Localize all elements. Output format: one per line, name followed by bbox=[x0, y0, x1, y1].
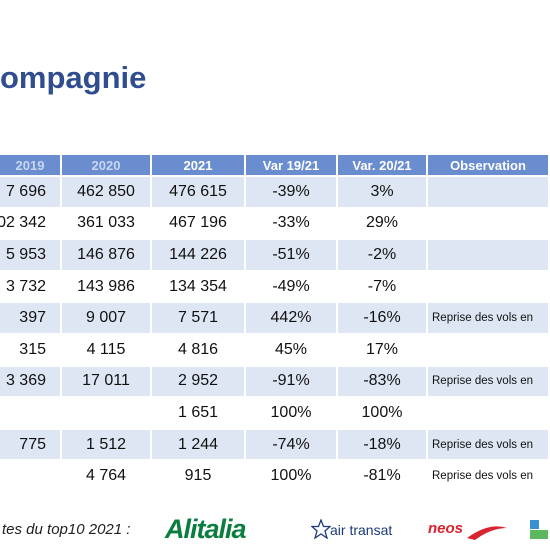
star-icon bbox=[311, 519, 331, 539]
table-cell: 7 696 bbox=[0, 177, 62, 209]
table-cell: 4 764 bbox=[62, 461, 152, 493]
table-cell bbox=[0, 461, 62, 493]
table-cell: 100% bbox=[246, 461, 338, 493]
table-cell: Reprise des vols en bbox=[428, 303, 550, 335]
table-cell: 462 850 bbox=[62, 177, 152, 209]
table-cell: -51% bbox=[246, 240, 338, 272]
table-cell: -39% bbox=[246, 177, 338, 209]
table-cell: -81% bbox=[338, 461, 428, 493]
header-cell: Var 19/21 bbox=[246, 155, 338, 177]
table-cell: 17% bbox=[338, 335, 428, 367]
table-cell bbox=[428, 398, 550, 430]
table-cell bbox=[428, 271, 550, 304]
table-cell: 29% bbox=[338, 208, 428, 241]
header-cell: 2020 bbox=[62, 155, 152, 177]
header-cell: 2021 bbox=[152, 155, 246, 177]
header-cell: 2019 bbox=[0, 155, 62, 177]
header-cell: Var. 20/21 bbox=[338, 155, 428, 177]
swoosh-icon bbox=[467, 526, 507, 540]
table-cell: -91% bbox=[246, 366, 338, 399]
table-cell: Reprise des vols en bbox=[428, 461, 550, 493]
table-cell: 100% bbox=[246, 398, 338, 430]
table-cell: -7% bbox=[338, 271, 428, 304]
table-cell: -16% bbox=[338, 303, 428, 335]
table-cell: 02 342 bbox=[0, 208, 62, 241]
table-cell: -2% bbox=[338, 240, 428, 272]
table-cell: 45% bbox=[246, 335, 338, 367]
logo-neos: neos bbox=[428, 520, 464, 537]
footer: tes du top10 2021 : Alitalia air transat… bbox=[0, 512, 550, 550]
table: 2019 2020 2021 Var 19/21 Var. 20/21 Observati… bbox=[0, 155, 550, 495]
table-cell: 3 369 bbox=[0, 366, 62, 399]
table-cell: -18% bbox=[338, 429, 428, 462]
table-cell: 4 115 bbox=[62, 335, 152, 367]
table-cell: Reprise des vols en bbox=[428, 366, 550, 399]
table-cell bbox=[428, 177, 550, 209]
table-cell: 143 986 bbox=[62, 271, 152, 304]
caption: tes du top10 2021 : bbox=[2, 521, 131, 538]
table-cell: 442% bbox=[246, 303, 338, 335]
title: ompagnie bbox=[0, 60, 147, 95]
table-cell: 1 512 bbox=[62, 429, 152, 462]
table-cell: Reprise des vols en bbox=[428, 429, 550, 462]
table-cell: -33% bbox=[246, 208, 338, 241]
header-cell: Observation bbox=[428, 155, 550, 177]
table-cell bbox=[62, 398, 152, 430]
table-cell bbox=[428, 335, 550, 367]
table-cell: 134 354 bbox=[152, 271, 246, 304]
table-cell bbox=[428, 208, 550, 241]
table-cell: 100% bbox=[338, 398, 428, 430]
table-cell: 467 196 bbox=[152, 208, 246, 241]
table-cell: 146 876 bbox=[62, 240, 152, 272]
table-cell: 3 732 bbox=[0, 271, 62, 304]
table-cell: 5 953 bbox=[0, 240, 62, 272]
table-cell: 144 226 bbox=[152, 240, 246, 272]
table-cell: 1 651 bbox=[152, 398, 246, 430]
table-cell: 315 bbox=[0, 335, 62, 367]
logo-icon bbox=[530, 520, 548, 539]
table-cell: 915 bbox=[152, 461, 246, 493]
table-cell: 361 033 bbox=[62, 208, 152, 241]
table-cell: 7 571 bbox=[152, 303, 246, 335]
table-cell: 775 bbox=[0, 429, 62, 462]
table-cell: 4 816 bbox=[152, 335, 246, 367]
table-cell: 1 244 bbox=[152, 429, 246, 462]
table-cell: 3% bbox=[338, 177, 428, 209]
table-cell bbox=[0, 398, 62, 430]
table-cell: 476 615 bbox=[152, 177, 246, 209]
logo-air-transat: air transat bbox=[330, 522, 393, 538]
table-cell: -74% bbox=[246, 429, 338, 462]
table-cell: 9 007 bbox=[62, 303, 152, 335]
table-cell: -49% bbox=[246, 271, 338, 304]
table-cell: 2 952 bbox=[152, 366, 246, 399]
logo-alitalia: Alitalia bbox=[165, 514, 247, 544]
table-cell: -83% bbox=[338, 366, 428, 399]
table-cell: 397 bbox=[0, 303, 62, 335]
table-cell bbox=[428, 240, 550, 272]
table-cell: 17 011 bbox=[62, 366, 152, 399]
